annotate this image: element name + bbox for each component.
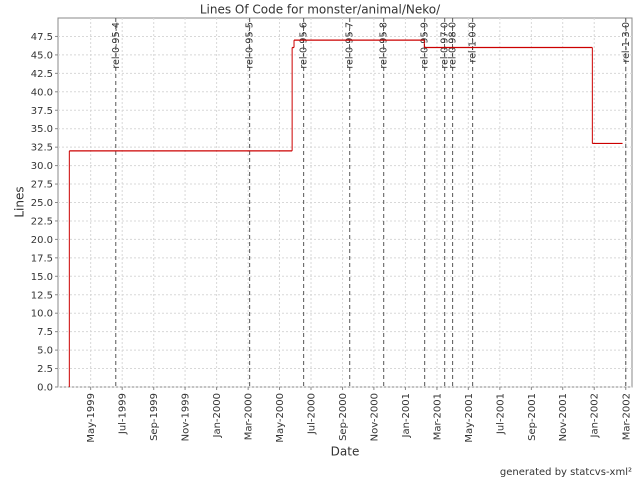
release-label: rel-0-95-7 [345, 22, 356, 69]
y-tick-label: 45.0 [31, 50, 53, 61]
y-tick-label: 30.0 [31, 161, 53, 172]
release-label: rel-0-95-9 [420, 22, 431, 69]
x-tick-label: Nov-2001 [558, 393, 569, 441]
y-tick-label: 20.0 [31, 235, 53, 246]
x-tick-label: Jul-2001 [495, 393, 506, 435]
x-tick-label: Nov-2000 [369, 393, 380, 441]
y-tick-label: 5.0 [37, 346, 53, 357]
plot-area [57, 17, 633, 388]
y-tick-label: 40.0 [31, 87, 53, 98]
x-tick-label: Sep-2000 [338, 393, 349, 441]
x-tick-label: Jan-2001 [401, 393, 412, 438]
x-tick-label: Nov-1999 [181, 393, 192, 441]
x-tick-label: May-1999 [86, 393, 97, 443]
release-label: rel-0-95-4 [111, 22, 122, 69]
y-tick-label: 25.0 [31, 198, 53, 209]
chart-title: Lines Of Code for monster/animal/Neko/ [200, 3, 441, 17]
release-label: rel-1-3-0 [621, 22, 632, 63]
y-tick-label: 35.0 [31, 124, 53, 135]
y-tick-label: 10.0 [31, 309, 53, 320]
y-tick-label: 32.5 [31, 143, 53, 154]
release-label: rel-0-95-5 [245, 22, 256, 69]
y-axis-label: Lines [13, 186, 27, 217]
x-tick-label: Mar-2001 [432, 393, 443, 440]
release-label: rel-0-98-0 [448, 22, 459, 69]
y-tick-label: 37.5 [31, 106, 53, 117]
footer: generated by statcvs-xml² [500, 467, 632, 478]
x-tick-label: Jan-2000 [212, 393, 223, 438]
x-tick-label: Sep-2001 [527, 393, 538, 441]
release-label: rel-0-95-8 [379, 22, 390, 69]
y-tick-label: 17.5 [31, 253, 53, 264]
release-label: rel-0-95-6 [299, 22, 310, 69]
x-tick-label: May-2000 [275, 393, 286, 443]
y-tick-label: 7.5 [37, 327, 53, 338]
x-tick-label: Jul-1999 [118, 393, 129, 435]
x-tick-label: Sep-1999 [149, 393, 160, 441]
x-tick-label: Mar-2002 [621, 393, 632, 440]
y-tick-label: 22.5 [31, 216, 53, 227]
y-tick-label: 47.5 [31, 32, 53, 43]
y-tick-label: 42.5 [31, 69, 53, 80]
release-label: rel-1-0-0 [468, 22, 479, 63]
y-tick-label: 0.0 [37, 383, 53, 394]
x-tick-label: Jan-2002 [590, 393, 601, 438]
x-tick-label: Mar-2000 [244, 393, 255, 440]
y-tick-label: 27.5 [31, 180, 53, 191]
x-tick-label: Jul-2000 [307, 393, 318, 435]
x-tick-label: May-2001 [464, 393, 475, 443]
y-tick-label: 12.5 [31, 290, 53, 301]
x-axis-label: Date [331, 445, 360, 459]
release-label: rel-0-97-0 [440, 22, 451, 69]
y-tick-label: 15.0 [31, 272, 53, 283]
y-tick-label: 2.5 [37, 364, 53, 375]
